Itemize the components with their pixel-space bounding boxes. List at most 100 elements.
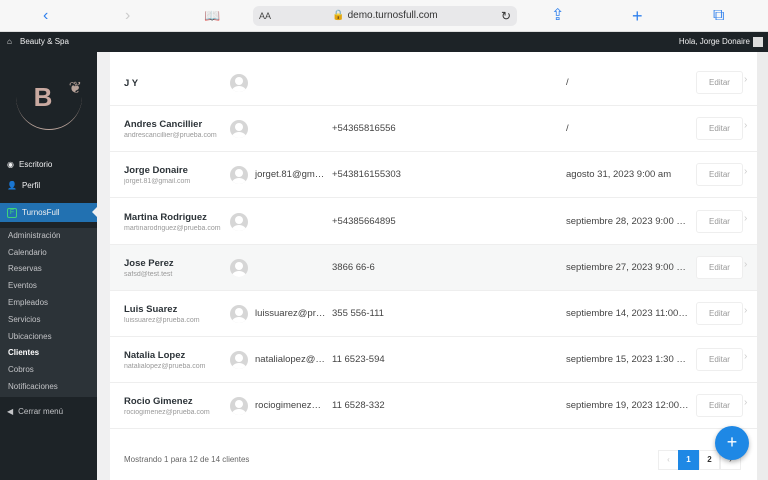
reader-button[interactable]: AA [259,11,272,21]
avatar [230,120,248,139]
client-name[interactable]: Rocio Gimenez [124,396,193,408]
client-name[interactable]: Luis Suarez [124,304,178,315]
client-email: andrescancillier@prueba.com [124,132,217,140]
edit-button[interactable]: Editar [696,255,743,279]
url: demo.turnosfull.com [347,10,438,21]
avatar [230,397,248,416]
clients-list: Mostrando 1 para 12 de 14 clientes ‹ 1 2… [110,52,757,480]
avatar [230,166,248,185]
new-tab-icon[interactable]: + [632,6,643,26]
sidebar-item-turnosfull[interactable]: F TurnosFull [0,203,97,222]
client-name[interactable]: Andres Cancillier [124,119,203,131]
client-row[interactable]: Andres Cancillier andrescancillier@prueb… [110,106,757,153]
collapse-menu-button[interactable]: ◀ Cerrar menú [7,406,64,416]
client-email: jorget.81@gmail.com [124,178,191,186]
phone-cell: 11 6528-332 [332,400,385,412]
client-row[interactable]: Luis Suarez luissuarez@prueba.com luissu… [110,291,757,337]
date-cell: septiembre 14, 2023 11:00… [566,308,688,319]
user-avatar-icon[interactable] [753,37,763,47]
chevron-right-icon[interactable]: › [744,120,748,132]
sidebar-item-escritorio[interactable]: ◉ Escritorio [7,159,53,169]
greeting[interactable]: Hola, Jorge Donaire [678,37,750,46]
date-cell: septiembre 27, 2023 9:00 … [566,261,686,273]
avatar [230,258,248,277]
client-email: luissuarez@prueba.com [124,317,200,324]
forward-icon[interactable]: › [125,7,131,24]
chevron-right-icon[interactable]: › [744,166,748,178]
site-name[interactable]: Beauty & Spa [20,37,69,46]
avatar [230,74,248,92]
add-client-button[interactable]: + [715,426,749,460]
address-bar[interactable]: AA 🔒 demo.turnosfull.com ↻ [253,6,517,26]
submenu-cobros[interactable]: Cobros [8,365,34,374]
date-cell: / [566,77,569,88]
avatar [230,351,248,370]
page-1-button[interactable]: 1 [678,450,699,470]
submenu-calendario[interactable]: Calendario [8,248,47,257]
edit-button[interactable]: Editar [696,163,743,187]
client-row[interactable]: Jose Perez safsd@test.test 3866 66-6 sep… [110,244,757,291]
date-cell: / [566,123,569,135]
prev-page-button[interactable]: ‹ [658,450,679,470]
collapse-icon: ◀ [7,406,14,416]
sidebar: B ❦ ◉ Escritorio 👤 Perfil F TurnosFull Admi… [0,52,97,480]
user-icon: 👤 [7,180,17,190]
submenu-empleados[interactable]: Empleados [8,298,49,307]
submenu: Administración Calendario Reservas Event… [0,228,97,397]
client-name[interactable]: Jose Perez [124,257,174,269]
edit-button[interactable]: Editar [696,394,743,418]
page-2-button[interactable]: 2 [699,450,720,470]
client-name[interactable]: Natalia Lopez [124,350,186,362]
client-row[interactable]: Martina Rodriguez martinarodriguez@prueb… [110,199,757,245]
bookmarks-icon[interactable]: 📖 [204,8,221,23]
home-icon: ⌂ [7,37,12,46]
chevron-right-icon[interactable]: › [744,74,748,85]
chevron-right-icon[interactable]: › [744,351,748,363]
submenu-notificaciones[interactable]: Notificaciones [8,382,58,391]
client-email: safsd@test.test [124,270,173,278]
client-email: martinarodriguez@prueba.com [124,224,221,232]
edit-button[interactable]: Editar [696,302,743,325]
reload-icon[interactable]: ↻ [500,9,511,23]
client-row[interactable]: Jorge Donaire jorget.81@gmail.com jorget… [110,152,757,199]
submenu-administracion[interactable]: Administración [8,231,61,240]
client-name[interactable]: J Y [124,78,139,89]
turnosfull-icon: F [7,207,17,218]
submenu-clientes[interactable]: Clientes [8,348,40,357]
client-row[interactable]: J Y / Editar › [110,60,757,106]
chevron-right-icon[interactable]: › [744,305,748,316]
edit-button[interactable]: Editar [696,209,743,233]
ginkgo-leaf-icon: ❦ [68,80,82,97]
client-email: rociogimenez@prueba.com [124,409,210,417]
submenu-reservas[interactable]: Reservas [8,264,42,273]
date-cell: septiembre 19, 2023 12:00… [566,400,689,412]
client-name[interactable]: Martina Rodriguez [124,211,207,223]
phone-cell: 3866 66-6 [332,261,375,273]
share-icon[interactable]: ⇪ [551,7,565,24]
chevron-right-icon[interactable]: › [744,212,748,224]
chevron-right-icon[interactable]: › [744,397,748,409]
client-row[interactable]: Natalia Lopez natalialopez@prueba.com na… [110,337,757,384]
date-cell: septiembre 15, 2023 1:30 … [566,354,686,366]
phone-cell: +54385664895 [332,215,396,227]
client-name[interactable]: Jorge Donaire [124,165,188,177]
chevron-right-icon[interactable]: › [744,258,748,270]
client-email: natalialopez@prueba.com [124,363,206,371]
edit-button[interactable]: Editar [696,117,743,141]
submenu-ubicaciones[interactable]: Ubicaciones [8,332,52,341]
tabs-icon[interactable]: ⧉ [713,7,725,24]
edit-button[interactable]: Editar [696,71,743,94]
submenu-servicios[interactable]: Servicios [8,315,41,324]
email-cell: luissuarez@pr… [255,308,326,319]
url-text: 🔒 demo.turnosfull.com [332,10,438,21]
email-cell: rociogimenez… [255,400,321,412]
phone-cell: 11 6523-594 [332,354,385,366]
back-icon[interactable]: ‹ [43,7,49,24]
avatar [230,305,248,323]
edit-button[interactable]: Editar [696,348,743,372]
submenu-eventos[interactable]: Eventos [8,281,37,290]
dashboard-icon: ◉ [7,159,14,169]
scrollbar[interactable] [757,52,768,480]
client-row[interactable]: Rocio Gimenez rociogimenez@prueba.com ro… [110,383,757,430]
sidebar-item-perfil[interactable]: 👤 Perfil [7,180,41,190]
